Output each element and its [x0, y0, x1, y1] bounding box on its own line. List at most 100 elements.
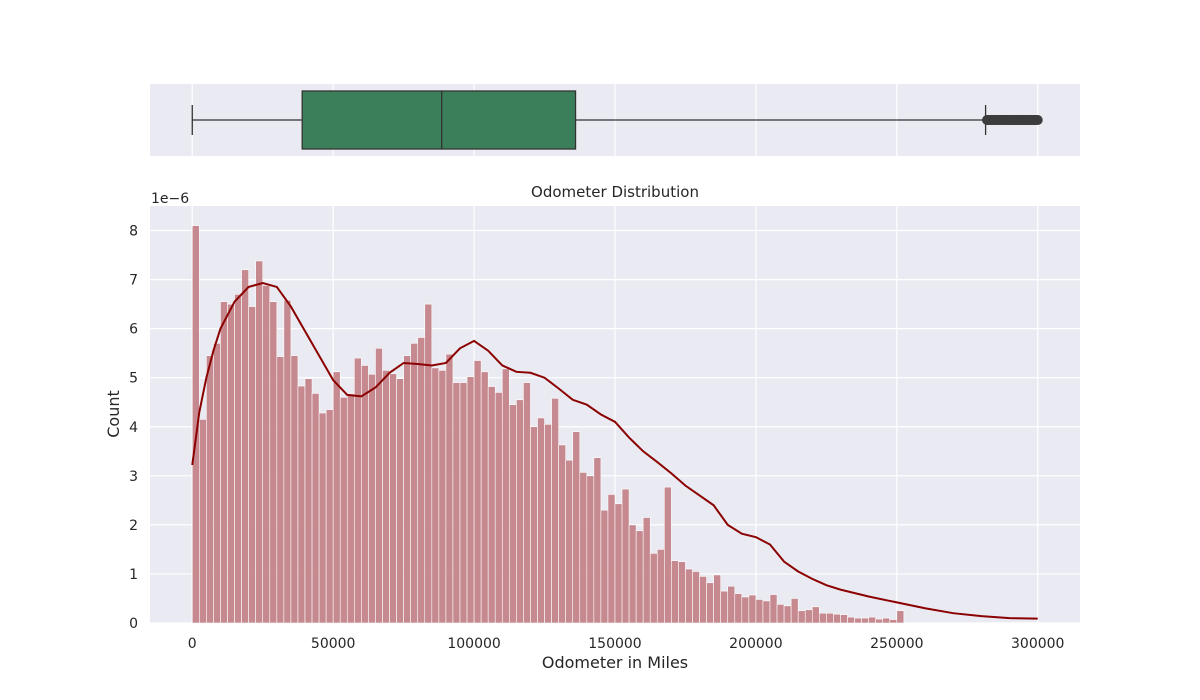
x-tick-label: 200000 [729, 636, 782, 652]
chart-title: Odometer Distribution [531, 183, 699, 201]
histogram-bar [487, 386, 496, 624]
histogram-bar [361, 365, 369, 624]
x-tick-label: 250000 [870, 636, 923, 652]
histogram-bar [621, 488, 630, 624]
histogram-bar [628, 524, 637, 624]
histogram-bar [269, 301, 278, 624]
histogram-bar [713, 574, 721, 624]
histogram-bar [635, 530, 644, 624]
histogram-bar [389, 373, 397, 624]
boxplot-panel [150, 84, 1080, 156]
histogram-bar [790, 598, 799, 624]
histogram-bar [304, 378, 313, 624]
y-tick-labels: 0 1 2 3 4 5 6 7 8 [129, 224, 138, 632]
histogram-bar [664, 486, 672, 624]
boxplot-marks [191, 90, 1043, 150]
histogram-bar [346, 393, 355, 624]
histogram-bar [354, 357, 362, 624]
y-axis-label: Count [104, 390, 123, 438]
x-axis-label: Odometer in Miles [542, 653, 688, 672]
y-tick-label: 0 [129, 616, 138, 632]
outlier-point [1032, 115, 1043, 125]
histogram-bar [382, 370, 390, 624]
histogram-bar [403, 355, 411, 624]
histogram-bar [262, 285, 271, 624]
histogram-bar [199, 419, 207, 624]
histogram-bar [438, 370, 447, 624]
x-tick-label: 100000 [447, 636, 500, 652]
histogram-bar [283, 299, 292, 624]
x-tick-label: 150000 [588, 636, 641, 652]
histogram-bar [614, 503, 623, 624]
y-tick-label: 5 [129, 371, 138, 387]
histogram-bar [452, 382, 461, 624]
histogram-bar [368, 373, 376, 624]
histogram-bar [656, 549, 665, 624]
histogram-bar [431, 367, 440, 624]
histogram-bar [537, 417, 545, 624]
histogram-bar [494, 392, 503, 624]
histogram-bar [600, 509, 609, 624]
x-tick-label: 50000 [311, 636, 356, 652]
histogram-bar [875, 618, 884, 624]
histogram-bar [854, 617, 862, 624]
histogram-bar [720, 590, 729, 624]
histogram-bar [727, 585, 736, 624]
histogram-bar [572, 431, 581, 624]
y-tick-label: 7 [129, 273, 138, 289]
histogram-bar [649, 553, 658, 624]
histogram-bar [607, 494, 616, 624]
y-tick-label: 8 [129, 224, 138, 240]
histogram-bar [586, 475, 595, 624]
histogram-bar [565, 459, 574, 624]
histogram-bar [741, 596, 750, 624]
histogram-bar [332, 371, 341, 624]
histogram-bar [593, 457, 602, 624]
histogram-bar [642, 517, 651, 624]
histogram-bar [206, 355, 214, 624]
histogram-bar [241, 269, 249, 624]
x-tick-labels: 0 50000 100000 150000 200000 250000 300000 [188, 636, 1065, 652]
histogram-bar [530, 426, 538, 624]
histogram-bar [882, 617, 891, 624]
histogram-bar [558, 444, 566, 624]
histogram-bar [769, 594, 778, 624]
x-tick-label: 0 [188, 636, 197, 652]
histogram-bar [417, 337, 426, 624]
histogram-bar [692, 571, 700, 624]
histogram-bar [466, 376, 475, 624]
histogram-bar [833, 613, 841, 624]
histogram-bar [889, 619, 898, 624]
histogram-bar [290, 355, 299, 624]
histogram-bar [501, 368, 510, 624]
histogram-bar [375, 347, 383, 624]
histogram-bar [311, 393, 320, 624]
histogram-bar [579, 472, 588, 624]
histogram-bar [325, 409, 334, 624]
histogram-bar [762, 600, 771, 624]
histogram-bar [776, 604, 785, 624]
histogram-bar [410, 343, 419, 624]
histogram-bar [297, 385, 306, 624]
histogram-bar [473, 360, 482, 624]
y-tick-label: 6 [129, 322, 138, 338]
histogram-bar [706, 582, 714, 624]
histogram-bar [748, 594, 757, 624]
y-tick-label: 2 [129, 518, 138, 534]
histogram-bar [551, 398, 559, 624]
histogram-bar [840, 614, 848, 624]
histogram-bar [523, 382, 531, 624]
histogram-bar [424, 303, 433, 624]
histogram-bar [509, 404, 517, 624]
histogram-panel: 0 50000 100000 150000 200000 250000 300000 0 1 2… [104, 183, 1080, 672]
y-tick-label: 4 [129, 420, 138, 436]
histogram-bar [339, 397, 348, 624]
histogram-bar [318, 412, 327, 624]
histogram-bar [734, 593, 743, 624]
histogram-bar [671, 560, 679, 624]
histogram-bar [445, 353, 454, 624]
histogram-bar [678, 561, 686, 624]
histogram-bar [826, 612, 834, 624]
histogram-bar [811, 606, 820, 624]
